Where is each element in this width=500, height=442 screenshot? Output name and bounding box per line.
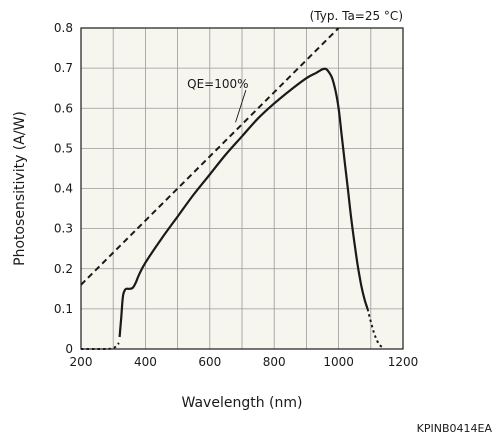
x-axis-title: Wavelength (nm) [182, 395, 303, 411]
figure-code: KPINB0414EA [417, 422, 493, 435]
y-tick-labels: 0 0.1 0.2 0.3 0.4 0.5 0.6 0.7 0.8 [54, 21, 73, 356]
x-tick-label: 1200 [388, 355, 419, 369]
x-tick-labels: 200 400 600 800 1000 1200 [70, 355, 419, 369]
y-axis-title: Photosensitivity (A/W) [12, 111, 28, 266]
x-tick-label: 800 [263, 355, 286, 369]
y-tick-label: 0.7 [54, 61, 73, 75]
y-tick-label: 0.3 [54, 222, 73, 236]
series-line-extrapolated-1 [366, 308, 385, 349]
y-tick-label: 0.5 [54, 141, 73, 155]
series-line-qe-100 [81, 27, 340, 286]
y-tick-label: 0.8 [54, 21, 73, 35]
x-tick-label: 400 [134, 355, 157, 369]
x-tick-label: 200 [70, 355, 93, 369]
y-tick-label: 0.6 [54, 101, 73, 115]
y-tick-label: 0.4 [54, 182, 73, 196]
x-tick-label: 1000 [323, 355, 354, 369]
y-tick-label: 0.1 [54, 302, 73, 316]
y-tick-label: 0.2 [54, 262, 73, 276]
grid-lines [81, 28, 403, 349]
plot-frame [80, 27, 404, 350]
annotation-pointer [235, 90, 247, 123]
series-line-photosensitivity [118, 67, 369, 338]
x-tick-label: 600 [198, 355, 221, 369]
y-tick-label: 0 [65, 342, 73, 356]
annotation-layer: QE=100% [187, 77, 249, 123]
condition-note: (Typ. Ta=25 °C) [310, 9, 403, 23]
qe-100-label: QE=100% [187, 77, 248, 91]
